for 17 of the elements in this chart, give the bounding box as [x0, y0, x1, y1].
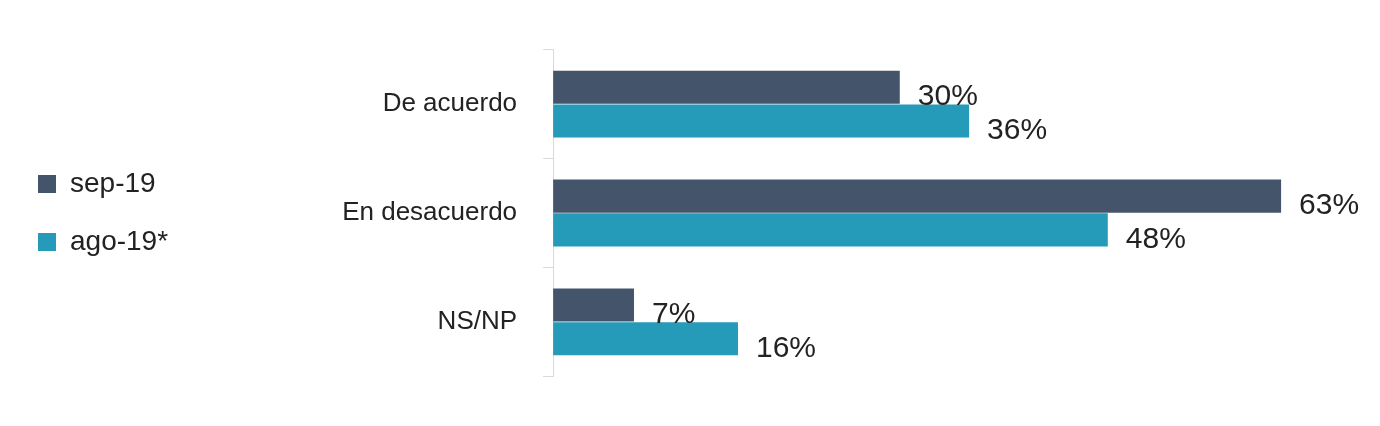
- legend-label: sep-19: [70, 166, 156, 198]
- bar: [553, 288, 634, 322]
- data-label: 63%: [1299, 187, 1360, 221]
- bar: [553, 179, 1282, 213]
- bar: [553, 322, 738, 356]
- y-tick-label: NS/NP: [437, 305, 518, 336]
- legend-label: ago-19*: [70, 224, 169, 256]
- bar: [553, 70, 900, 104]
- data-label: 16%: [755, 330, 817, 364]
- bar: [553, 104, 970, 138]
- data-label: 36%: [987, 112, 1048, 146]
- data-label: 7%: [651, 296, 696, 330]
- bar: [553, 213, 1108, 247]
- data-label: 48%: [1125, 221, 1186, 255]
- y-tick-label: En desacuerdo: [342, 196, 518, 227]
- y-tick-label: De acuerdo: [382, 87, 518, 118]
- data-label: 30%: [917, 78, 978, 112]
